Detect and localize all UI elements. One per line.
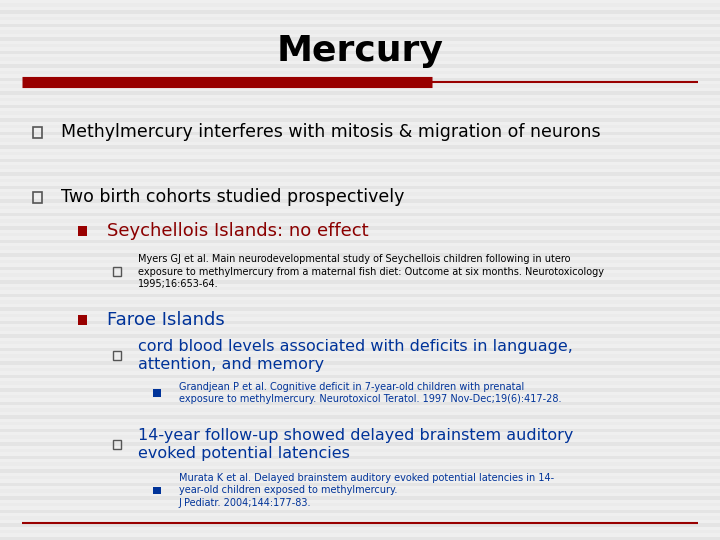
- Bar: [0, 368, 720, 372]
- Bar: [0, 294, 720, 297]
- Bar: [0, 388, 720, 392]
- Bar: [0, 111, 720, 115]
- Bar: [0, 145, 720, 149]
- Bar: [0, 84, 720, 87]
- Bar: [0, 307, 720, 310]
- Bar: [0, 17, 720, 20]
- Bar: [0, 159, 720, 162]
- Bar: [0, 186, 720, 189]
- Bar: [0, 422, 720, 426]
- Bar: [0, 71, 720, 74]
- Text: Seychellois Islands: no effect: Seychellois Islands: no effect: [107, 222, 368, 240]
- Bar: [0, 300, 720, 303]
- Bar: [0, 327, 720, 330]
- Bar: [0, 57, 720, 60]
- Bar: [0, 442, 720, 446]
- Bar: [0, 138, 720, 141]
- Text: cord blood levels associated with deficits in language,
attention, and memory: cord blood levels associated with defici…: [138, 339, 573, 372]
- Text: Two birth cohorts studied prospectively: Two birth cohorts studied prospectively: [61, 188, 405, 206]
- Bar: [0, 172, 720, 176]
- Bar: [0, 226, 720, 230]
- Bar: [0, 537, 720, 540]
- Bar: [0, 287, 720, 291]
- Bar: [0, 530, 720, 534]
- Bar: [0, 10, 720, 14]
- Bar: [0, 456, 720, 459]
- FancyBboxPatch shape: [153, 389, 161, 397]
- FancyBboxPatch shape: [153, 487, 161, 494]
- Bar: [0, 510, 720, 513]
- Bar: [0, 44, 720, 47]
- Bar: [0, 402, 720, 405]
- Bar: [0, 213, 720, 216]
- Bar: [0, 449, 720, 453]
- Bar: [0, 395, 720, 399]
- Bar: [0, 516, 720, 519]
- Bar: [0, 273, 720, 276]
- Bar: [0, 219, 720, 222]
- Bar: [0, 483, 720, 486]
- Bar: [0, 78, 720, 81]
- Bar: [0, 476, 720, 480]
- Bar: [0, 334, 720, 338]
- Bar: [0, 361, 720, 365]
- Bar: [0, 469, 720, 472]
- Bar: [0, 199, 720, 202]
- Bar: [0, 280, 720, 284]
- Bar: [0, 489, 720, 492]
- Bar: [0, 51, 720, 54]
- Bar: [0, 496, 720, 500]
- Bar: [0, 375, 720, 378]
- FancyBboxPatch shape: [78, 226, 88, 236]
- Bar: [0, 98, 720, 102]
- Bar: [0, 24, 720, 27]
- Bar: [0, 408, 720, 411]
- Bar: [0, 118, 720, 122]
- Text: Faroe Islands: Faroe Islands: [107, 310, 225, 329]
- Bar: [0, 165, 720, 168]
- Bar: [0, 260, 720, 263]
- Bar: [0, 429, 720, 432]
- Bar: [0, 348, 720, 351]
- Bar: [0, 125, 720, 128]
- Bar: [0, 381, 720, 384]
- Bar: [0, 435, 720, 438]
- Bar: [0, 267, 720, 270]
- Text: Methylmercury interferes with mitosis & migration of neurons: Methylmercury interferes with mitosis & …: [61, 123, 600, 141]
- Bar: [0, 253, 720, 256]
- Bar: [0, 64, 720, 68]
- Bar: [0, 3, 720, 6]
- Bar: [0, 523, 720, 526]
- Bar: [0, 415, 720, 418]
- Bar: [0, 240, 720, 243]
- Bar: [0, 462, 720, 465]
- Bar: [0, 192, 720, 195]
- Bar: [0, 30, 720, 33]
- Bar: [0, 132, 720, 135]
- Bar: [0, 206, 720, 209]
- Bar: [0, 314, 720, 317]
- Text: Grandjean P et al. Cognitive deficit in 7-year-old children with prenatal
exposu: Grandjean P et al. Cognitive deficit in …: [179, 382, 561, 404]
- Bar: [0, 105, 720, 108]
- Bar: [0, 341, 720, 345]
- Text: Murata K et al. Delayed brainstem auditory evoked potential latencies in 14-
yea: Murata K et al. Delayed brainstem audito…: [179, 473, 554, 508]
- Bar: [0, 321, 720, 324]
- Text: Myers GJ et al. Main neurodevelopmental study of Seychellois children following : Myers GJ et al. Main neurodevelopmental …: [138, 254, 604, 289]
- Bar: [0, 503, 720, 507]
- Bar: [0, 246, 720, 249]
- Text: 14-year follow-up showed delayed brainstem auditory
evoked potential latencies: 14-year follow-up showed delayed brainst…: [138, 428, 574, 461]
- Bar: [0, 233, 720, 237]
- Text: Mercury: Mercury: [276, 35, 444, 68]
- FancyBboxPatch shape: [78, 315, 88, 325]
- Bar: [0, 354, 720, 357]
- Bar: [0, 91, 720, 94]
- Bar: [0, 152, 720, 156]
- Bar: [0, 179, 720, 183]
- Bar: [0, 37, 720, 40]
